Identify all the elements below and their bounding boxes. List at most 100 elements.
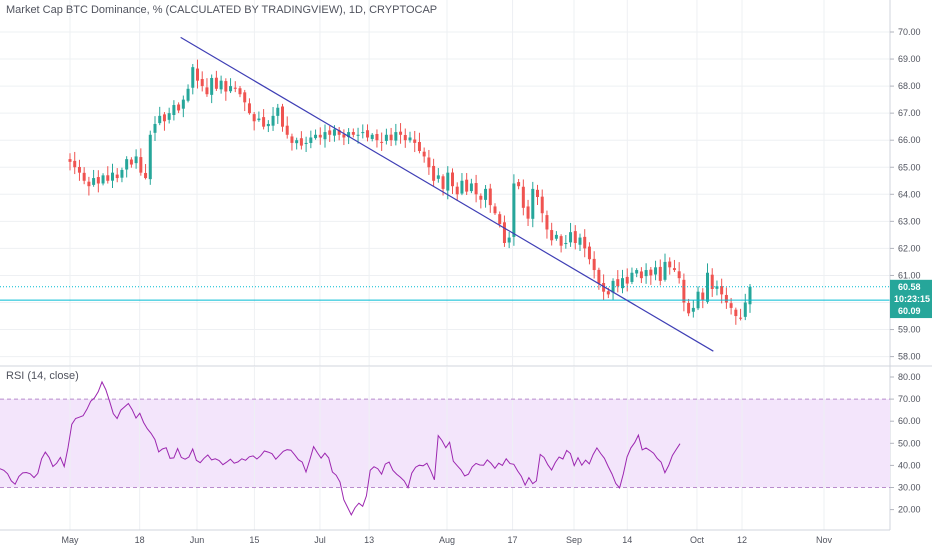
candle-body: [677, 271, 681, 279]
candle-body: [266, 123, 270, 127]
price-axis[interactable]: 70.00 69.00 68.00 67.00 66.00 65.00 64.00 63.00…: [889, 0, 932, 530]
time-axis-ticks: May 18 Jun 15 Jul 13 Aug 17 Sep 14 Oct 12 Nov: [61, 535, 832, 545]
price-tick-label: 67.00: [898, 108, 921, 118]
candle-body: [370, 134, 374, 139]
candle-body: [701, 292, 705, 300]
candle-body: [144, 172, 148, 179]
candle-body: [502, 222, 506, 243]
candle-body: [413, 139, 417, 143]
time-axis[interactable]: May 18 Jun 15 Jul 13 Aug 17 Sep 14 Oct 12 Nov: [0, 529, 890, 545]
candle-body: [73, 160, 77, 168]
candle-body: [162, 114, 166, 122]
candle-body: [479, 195, 483, 200]
date-tick-label: 13: [364, 535, 374, 545]
candle-body: [654, 267, 658, 275]
rsi-axis-ticks: 80.00 70.00 60.00 50.00 40.00 30.00 20.00: [890, 372, 921, 515]
candle-body: [196, 68, 199, 81]
candle-body: [380, 141, 384, 143]
date-tick-label: Jun: [190, 535, 205, 545]
candle-body: [337, 130, 341, 135]
candle-body: [569, 232, 573, 243]
candle-body: [498, 214, 502, 225]
candle-body: [125, 159, 129, 170]
candle-body: [304, 142, 308, 144]
candle-body: [375, 133, 379, 141]
price-tick-label: 63.00: [898, 216, 921, 226]
candle-body: [77, 166, 81, 173]
candle-body: [743, 302, 747, 317]
price-tick-label: 58.00: [898, 352, 921, 362]
candle-body: [616, 279, 620, 287]
candle-body: [403, 135, 407, 141]
rsi-line: [0, 380, 681, 517]
candle-body: [432, 165, 436, 181]
candle-body: [262, 117, 266, 127]
main-pane[interactable]: Market Cap BTC Dominance, % (CALCULATED …: [0, 0, 890, 366]
candle-body: [243, 92, 247, 103]
candle-body: [389, 134, 393, 141]
candle-body: [706, 272, 709, 302]
candle-body: [436, 175, 440, 179]
candle-body: [332, 129, 336, 136]
candle-body: [181, 99, 185, 109]
date-tick-label: Jul: [314, 535, 326, 545]
candle-body: [172, 105, 176, 116]
candle-body: [186, 88, 190, 101]
candle-body: [366, 130, 369, 138]
candle-body: [687, 302, 691, 314]
date-tick-label: 17: [508, 535, 518, 545]
main-gridlines: [0, 0, 890, 366]
candle-body: [299, 138, 303, 146]
candle-body: [682, 279, 686, 303]
candle-body: [621, 278, 624, 289]
trendline[interactable]: [180, 36, 714, 352]
candle-body: [474, 183, 478, 195]
candle-body: [238, 88, 242, 95]
candle-body: [545, 215, 549, 230]
candle-body: [233, 87, 237, 89]
candle-body: [521, 186, 525, 208]
candle-body: [158, 115, 162, 124]
candle-body: [455, 186, 459, 195]
candle-body: [724, 294, 728, 303]
candle-body: [422, 151, 426, 157]
candle-body: [715, 286, 719, 289]
price-tick-label: 69.00: [898, 54, 921, 64]
candle-body: [384, 134, 388, 141]
candle-body: [460, 180, 464, 194]
price-tick-label: 64.00: [898, 189, 921, 199]
candle-body: [120, 169, 124, 178]
candle-body: [290, 136, 294, 143]
candle-body: [531, 188, 535, 219]
candle-body: [356, 134, 360, 136]
candle-body: [573, 231, 577, 243]
candle-body: [663, 261, 667, 280]
date-tick-label: Sep: [566, 535, 582, 545]
rsi-pane[interactable]: RSI (14, close) 80.00 70.00 60.00 50.00 40.0…: [0, 367, 921, 530]
prev-close-badge: 60.09: [898, 306, 921, 316]
candle-body: [517, 182, 521, 187]
candle-body: [536, 189, 539, 198]
rsi-tick-label: 50.00: [898, 438, 921, 448]
candle-body: [153, 123, 157, 133]
candle-body: [82, 172, 86, 181]
candle-body: [399, 131, 403, 135]
candle-body: [87, 181, 91, 187]
candle-body: [734, 309, 738, 317]
candle-body: [526, 206, 530, 219]
rsi-tick-label: 40.00: [898, 460, 921, 470]
rsi-tick-label: 20.00: [898, 505, 921, 515]
candle-body: [281, 106, 284, 127]
candle-body: [361, 132, 365, 134]
candles: [68, 59, 752, 325]
candle-body: [314, 134, 318, 139]
candle-body: [484, 188, 488, 200]
candle-body: [129, 159, 133, 165]
candle-body: [323, 132, 327, 140]
candle-body: [417, 141, 421, 152]
date-tick-label: 12: [737, 535, 747, 545]
candle-body: [167, 113, 171, 120]
candle-body: [68, 159, 72, 162]
candle-body: [649, 269, 653, 276]
